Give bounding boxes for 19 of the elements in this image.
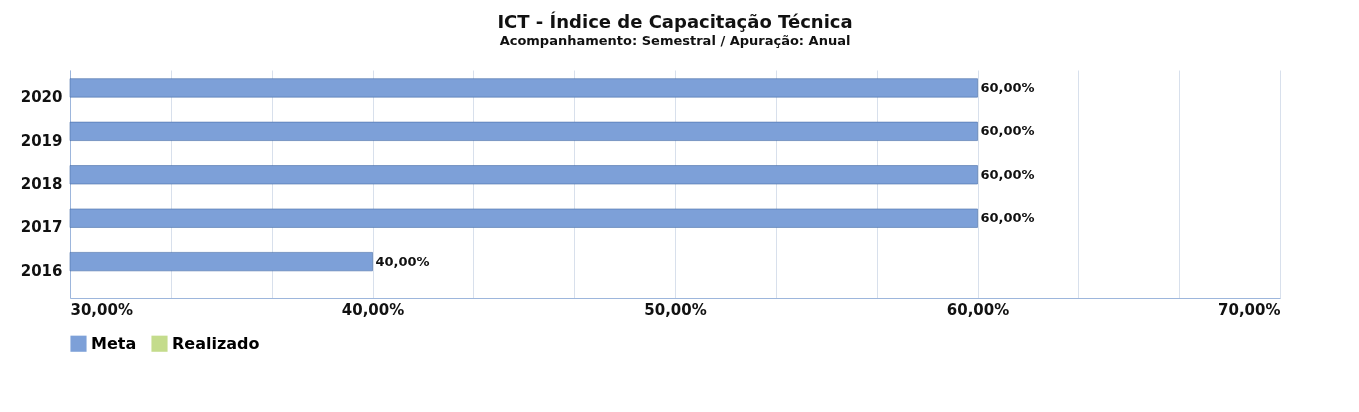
x-tick-label: 40,00% — [341, 300, 405, 319]
y-tick-label: 2016 — [20, 261, 63, 280]
data-label: 60,00% — [980, 210, 1035, 226]
x-tick-label: 30,00% — [70, 300, 133, 319]
y-tick-label: 2019 — [20, 131, 63, 150]
y-tick-label: 2018 — [20, 175, 63, 193]
x-tick-label: 50,00% — [644, 300, 707, 319]
legend-label: Meta — [91, 333, 137, 353]
y-tick-label: 2017 — [20, 218, 63, 237]
legend-label: Realizado — [172, 333, 260, 353]
y-tick-label: 2020 — [20, 88, 63, 107]
data-label: 60,00% — [980, 166, 1035, 182]
data-label: 60,00% — [980, 123, 1035, 139]
chart-subtitle: Acompanhamento: Semestral / Apuração: Anual — [499, 33, 851, 48]
data-label: 40,00% — [375, 253, 430, 269]
data-label: 60,00% — [980, 79, 1035, 95]
chart-title: ICT - Índice de Capacitação Técnica — [497, 11, 853, 32]
x-tick-label: 70,00% — [1218, 300, 1281, 319]
x-tick-label: 60,00% — [946, 300, 1010, 319]
